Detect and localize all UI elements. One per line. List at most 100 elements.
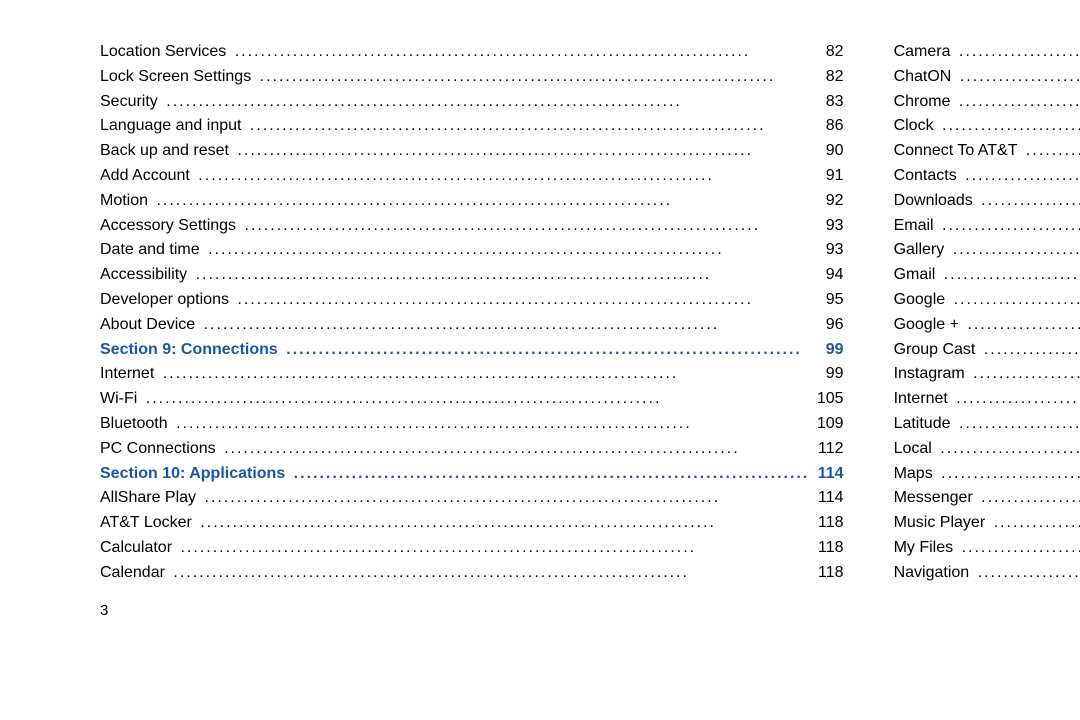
- toc-entry-label: Bluetooth: [100, 412, 172, 437]
- toc-entry-page: 90: [821, 139, 843, 164]
- toc-column-right: Camera .................................…: [894, 40, 1080, 700]
- toc-entry: Add Account ............................…: [100, 164, 844, 189]
- toc-entry-page: 96: [821, 313, 843, 338]
- toc-section-heading: Section 10: Applications ...............…: [100, 462, 844, 487]
- toc-entry-label: Calendar: [100, 561, 169, 586]
- toc-dot-leader: ........................................…: [173, 561, 809, 586]
- toc-entry: Security ...............................…: [100, 90, 844, 115]
- toc-dot-leader: ........................................…: [981, 189, 1080, 214]
- toc-column-left: Location Services ......................…: [100, 40, 844, 700]
- toc-entry: Chrome .................................…: [894, 90, 1080, 115]
- toc-dot-leader: ........................................…: [954, 288, 1080, 313]
- toc-dot-leader: ........................................…: [959, 40, 1080, 65]
- toc-entry-page: 109: [812, 412, 843, 437]
- toc-entry: Developer options ......................…: [100, 288, 844, 313]
- toc-entry: AllShare Play ..........................…: [100, 486, 844, 511]
- page-number: 3: [100, 602, 844, 619]
- toc-dot-leader: ........................................…: [180, 536, 809, 561]
- toc-dot-leader: ........................................…: [198, 164, 817, 189]
- toc-entry-label: Local: [894, 437, 937, 462]
- toc-entry-label: Location Services: [100, 40, 231, 65]
- toc-entry: Local ..................................…: [894, 437, 1080, 462]
- toc-entry: Accessory Settings .....................…: [100, 214, 844, 239]
- toc-entry-label: Clock: [894, 114, 938, 139]
- toc-entry-label: Section 9: Connections: [100, 338, 282, 363]
- toc-entry-label: Connect To AT&T: [894, 139, 1022, 164]
- toc-dot-leader: ........................................…: [224, 437, 810, 462]
- toc-entry-label: Language and input: [100, 114, 246, 139]
- toc-entry: Contacts ...............................…: [894, 164, 1080, 189]
- toc-entry: Date and time ..........................…: [100, 238, 844, 263]
- toc-entry-page: 99: [821, 362, 843, 387]
- toc-entry: Lock Screen Settings ...................…: [100, 65, 844, 90]
- toc-dot-leader: ........................................…: [294, 462, 810, 487]
- toc-dot-leader: ........................................…: [956, 387, 1080, 412]
- toc-entry-label: PC Connections: [100, 437, 220, 462]
- toc-dot-leader: ........................................…: [967, 313, 1080, 338]
- toc-entry: Bluetooth ..............................…: [100, 412, 844, 437]
- toc-entry: Motion .................................…: [100, 189, 844, 214]
- toc-dot-leader: ........................................…: [163, 362, 818, 387]
- toc-entry-page: 118: [814, 511, 844, 536]
- toc-entry-label: Developer options: [100, 288, 233, 313]
- toc-entry: Calculator .............................…: [100, 536, 844, 561]
- toc-entry: Location Services ......................…: [100, 40, 844, 65]
- toc-entry-page: 93: [821, 238, 843, 263]
- toc-entry-label: Internet: [894, 387, 953, 412]
- toc-entry-page: 82: [821, 65, 843, 90]
- toc-dot-leader: ........................................…: [953, 238, 1080, 263]
- toc-entry-label: Contacts: [894, 164, 962, 189]
- toc-entry-label: About Device: [100, 313, 200, 338]
- toc-entry-page: 83: [821, 90, 843, 115]
- toc-dot-leader: ........................................…: [176, 412, 808, 437]
- toc-entry-label: Back up and reset: [100, 139, 233, 164]
- toc-section-heading: Section 9: Connections .................…: [100, 338, 844, 363]
- toc-entry: My Files ...............................…: [894, 536, 1080, 561]
- toc-dot-leader: ........................................…: [994, 511, 1080, 536]
- toc-entry-page: 118: [814, 536, 844, 561]
- toc-dot-leader: ........................................…: [205, 486, 810, 511]
- toc-dot-leader: ........................................…: [196, 263, 818, 288]
- toc-entry-page: 118: [814, 561, 844, 586]
- toc-dot-leader: ........................................…: [200, 511, 809, 536]
- toc-entry-label: Section 10: Applications: [100, 462, 290, 487]
- toc-dot-leader: ........................................…: [959, 90, 1080, 115]
- toc-entry: Clock ..................................…: [894, 114, 1080, 139]
- toc-entry: Gmail ..................................…: [894, 263, 1080, 288]
- toc-dot-leader: ........................................…: [978, 561, 1080, 586]
- toc-entry-label: Group Cast: [894, 338, 980, 363]
- toc-entry-label: Wi-Fi: [100, 387, 142, 412]
- toc-entry-page: 99: [821, 338, 843, 363]
- toc-dot-leader: ........................................…: [166, 90, 817, 115]
- toc-dot-leader: ........................................…: [960, 65, 1080, 90]
- toc-dot-leader: ........................................…: [1026, 139, 1080, 164]
- toc-entry-label: Gallery: [894, 238, 949, 263]
- toc-entry-label: Downloads: [894, 189, 978, 214]
- toc-entry-label: Email: [894, 214, 938, 239]
- toc-entry-page: 82: [821, 40, 843, 65]
- toc-entry-label: ChatON: [894, 65, 956, 90]
- toc-entry: Google + ...............................…: [894, 313, 1080, 338]
- toc-page: Location Services ......................…: [0, 0, 1080, 720]
- toc-entry-label: Messenger: [894, 486, 978, 511]
- toc-entry: Google .................................…: [894, 288, 1080, 313]
- toc-entry-label: Lock Screen Settings: [100, 65, 256, 90]
- toc-entry: Gallery ................................…: [894, 238, 1080, 263]
- toc-entry-page: 86: [821, 114, 843, 139]
- toc-entry-label: Security: [100, 90, 162, 115]
- toc-entry: Accessibility ..........................…: [100, 263, 844, 288]
- toc-dot-leader: ........................................…: [156, 189, 817, 214]
- toc-dot-leader: ........................................…: [260, 65, 818, 90]
- toc-entry: Connect To AT&T ........................…: [894, 139, 1080, 164]
- toc-entry-label: Maps: [894, 462, 938, 487]
- toc-entry-page: 92: [821, 189, 843, 214]
- toc-entry: AT&T Locker ............................…: [100, 511, 844, 536]
- toc-entry-label: Accessibility: [100, 263, 192, 288]
- toc-entry-label: Instagram: [894, 362, 970, 387]
- toc-entry: Internet ...............................…: [100, 362, 844, 387]
- toc-entry: Calendar ...............................…: [100, 561, 844, 586]
- toc-entry: Language and input .....................…: [100, 114, 844, 139]
- toc-dot-leader: ........................................…: [250, 114, 817, 139]
- toc-dot-leader: ........................................…: [973, 362, 1080, 387]
- toc-dot-leader: ........................................…: [286, 338, 817, 363]
